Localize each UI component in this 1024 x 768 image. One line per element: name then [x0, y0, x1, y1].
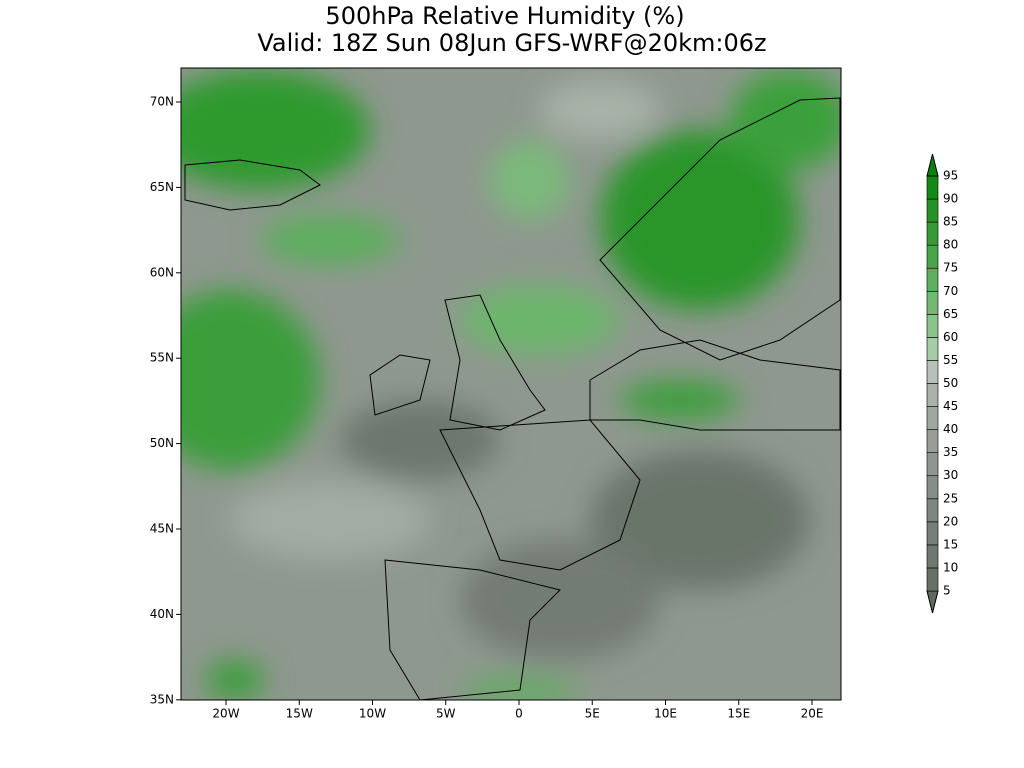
colorbar-segment [926, 290, 939, 315]
colorbar-segment [926, 221, 939, 246]
colorbar-segment [926, 198, 939, 223]
colorbar-label: 20 [943, 514, 958, 528]
colorbar-segment [926, 567, 939, 592]
colorbar-label: 80 [943, 238, 958, 252]
colorbar-label: 55 [943, 353, 958, 367]
colorbar-segment [926, 244, 939, 269]
lon-label: 15W [286, 707, 313, 721]
lat-label: 60N [150, 265, 174, 279]
colorbar-segment [926, 452, 939, 477]
colorbar-segment [926, 175, 939, 200]
colorbar-segment [926, 360, 939, 384]
colorbar-label: 60 [943, 330, 958, 344]
colorbar-label: 70 [943, 284, 958, 298]
title: 500hPa Relative Humidity (%) [325, 2, 684, 30]
lat-label: 65N [150, 180, 174, 194]
colorbar-low [926, 590, 939, 614]
humidity-field [181, 68, 841, 700]
lat-label: 70N [150, 95, 174, 109]
lon-label: 5W [436, 707, 456, 721]
lon-label: 15E [727, 707, 750, 721]
map-frame [180, 67, 842, 701]
lon-label: 10W [359, 707, 386, 721]
colorbar-label: 95 [943, 169, 958, 183]
colorbar-segment [926, 337, 939, 361]
colorbar-label: 25 [943, 491, 958, 505]
lon-label: 0 [515, 707, 523, 721]
lon-label: 20E [801, 707, 824, 721]
lat-label: 40N [150, 607, 174, 621]
colorbar-high [926, 153, 939, 177]
colorbar-label: 50 [943, 376, 958, 390]
colorbar-segment [926, 521, 939, 546]
colorbar-segment [926, 406, 939, 430]
colorbar-label: 65 [943, 307, 958, 321]
colorbar-label: 85 [943, 215, 958, 229]
lon-label: 20W [212, 707, 239, 721]
colorbar-segment [926, 498, 939, 523]
colorbar-label: 35 [943, 445, 958, 459]
colorbar-label: 75 [943, 261, 958, 275]
lon-label: 5E [585, 707, 600, 721]
colorbar-segment [926, 383, 939, 407]
lat-label: 55N [150, 351, 174, 365]
lat-label: 50N [150, 436, 174, 450]
colorbar-label: 90 [943, 192, 958, 206]
lat-label: 35N [150, 692, 174, 706]
colorbar-label: 45 [943, 399, 958, 413]
lon-label: 10E [654, 707, 677, 721]
colorbar-segment [926, 314, 939, 338]
colorbar-label: 5 [943, 584, 951, 598]
lat-label: 45N [150, 522, 174, 536]
colorbar-label: 40 [943, 422, 958, 436]
colorbar-segment [926, 267, 939, 292]
colorbar-segment [926, 544, 939, 569]
colorbar-label: 30 [943, 468, 958, 482]
colorbar-segment [926, 429, 939, 453]
subtitle: Valid: 18Z Sun 08Jun GFS-WRF@20km:06z [257, 29, 766, 57]
colorbar-label: 10 [943, 560, 958, 574]
colorbar-segment [926, 475, 939, 500]
colorbar-label: 15 [943, 537, 958, 551]
